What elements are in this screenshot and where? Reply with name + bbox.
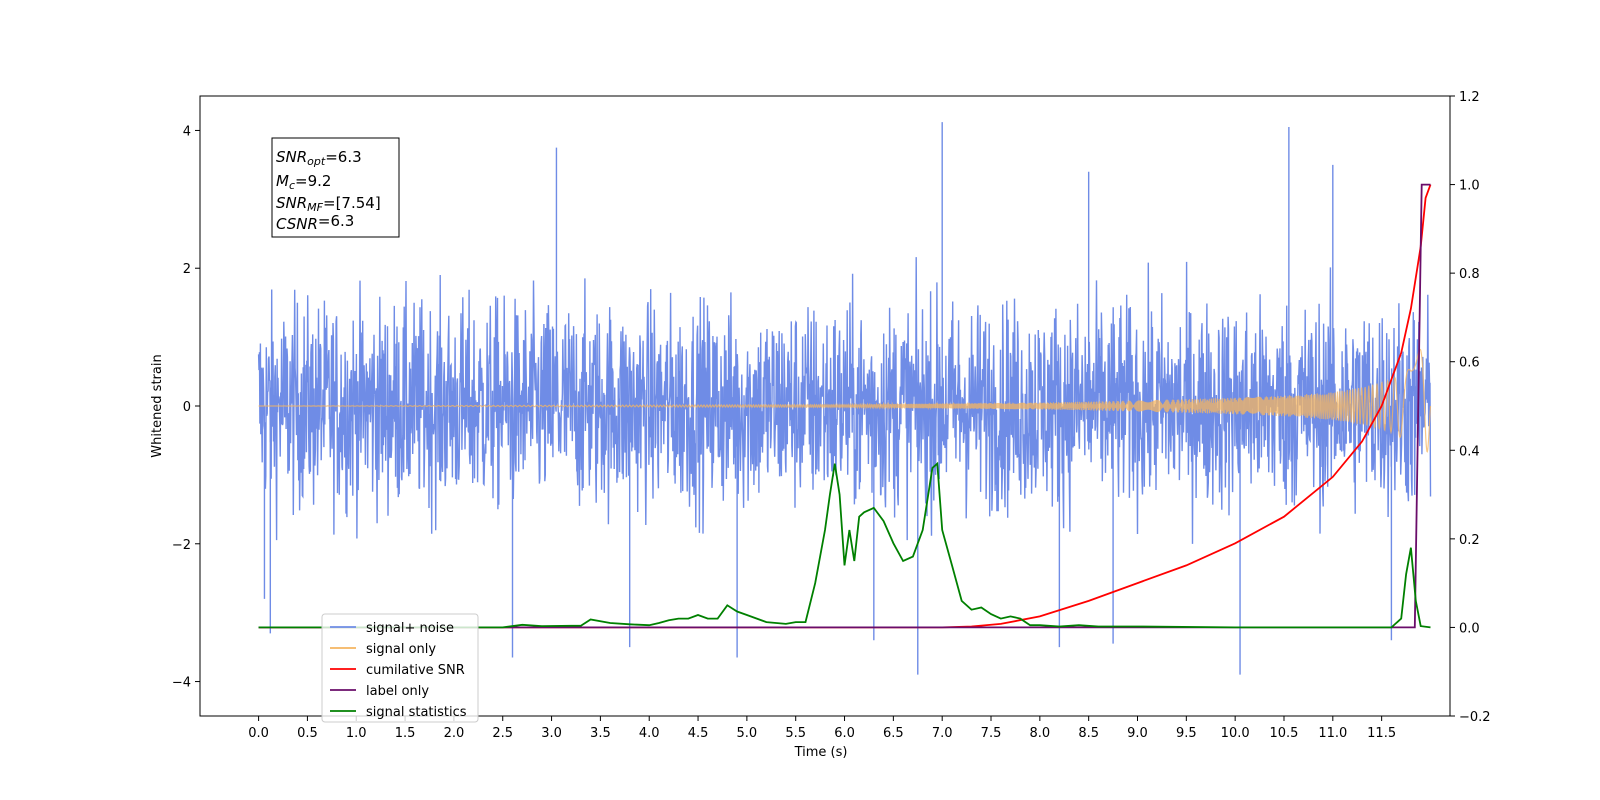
- annotation-snr-mf: SNRMF=[7.54]: [276, 194, 381, 214]
- x-tick-label: 5.5: [785, 726, 806, 741]
- plot-series-layer: [257, 122, 1432, 675]
- anno-sub: opt: [307, 155, 326, 168]
- anno-label: SNR: [276, 148, 307, 166]
- legend-frame: [321, 613, 479, 723]
- anno-value: =6.3: [318, 212, 354, 230]
- left-y-tick-label: 4: [183, 124, 191, 139]
- x-tick-label: 11.5: [1367, 726, 1396, 741]
- x-tick-label: 0.5: [297, 726, 318, 741]
- right-y-tick-label: 0.2: [1459, 533, 1480, 548]
- right-y-tick-label: 0.6: [1459, 356, 1480, 371]
- anno-value: =[7.54]: [323, 194, 381, 212]
- x-tick-label: 10.0: [1221, 726, 1250, 741]
- x-tick-label: 6.5: [883, 726, 904, 741]
- left-y-tick-label: 0: [183, 400, 191, 415]
- annotation-frame: [271, 137, 400, 238]
- x-tick-label: 11.0: [1318, 726, 1347, 741]
- anno-label: SNR: [276, 194, 307, 212]
- legend-entries: signal+ noise signal only cumilative SNR la…: [330, 621, 467, 720]
- annotation-csnr: CSNR=6.3: [276, 212, 354, 233]
- left-y-tick-label: −2: [172, 538, 191, 553]
- x-tick-label: 6.0: [834, 726, 855, 741]
- right-y-tick-label: −0.2: [1459, 710, 1491, 725]
- annotation-snr-opt: SNRopt=6.3: [276, 148, 362, 168]
- right-y-tick-label: 0.8: [1459, 267, 1480, 282]
- x-tick-label: 7.5: [981, 726, 1002, 741]
- legend-label: label only: [366, 684, 429, 699]
- anno-label: CSNR: [276, 215, 318, 233]
- y-axis-label: Whitened strain: [150, 354, 165, 457]
- legend-label: signal only: [366, 642, 436, 657]
- x-tick-label: 4.5: [688, 726, 709, 741]
- left-y-tick-label: 2: [183, 262, 191, 277]
- x-tick-label: 3.0: [541, 726, 562, 741]
- series-signal-noise-line: [257, 257, 1432, 544]
- x-tick-label: 9.0: [1127, 726, 1148, 741]
- legend-label: signal+ noise: [366, 621, 454, 636]
- anno-sub: MF: [307, 201, 323, 214]
- anno-sub: c: [289, 179, 295, 192]
- right-y-tick-label: 0.0: [1459, 621, 1480, 636]
- series-cumulative-snr-line: [258, 184, 1432, 629]
- series-signal-statistics-line: [258, 461, 1431, 629]
- x-tick-label: 9.5: [1176, 726, 1197, 741]
- x-tick-label: 4.0: [639, 726, 660, 741]
- x-tick-label: 1.0: [346, 726, 367, 741]
- legend-label: cumilative SNR: [366, 663, 465, 678]
- annotation-mc: Mc=9.2: [276, 172, 331, 192]
- x-tick-label: 1.5: [395, 726, 416, 741]
- x-tick-label: 10.5: [1270, 726, 1299, 741]
- right-y-tick-label: 0.4: [1459, 444, 1480, 459]
- x-tick-label: 7.0: [932, 726, 953, 741]
- right-y-tick-label: 1.0: [1459, 179, 1480, 194]
- legend-label: signal statistics: [366, 705, 467, 720]
- x-tick-label: 0.0: [248, 726, 269, 741]
- x-tick-label: 5.0: [737, 726, 758, 741]
- annotation-box: SNRopt=6.3 Mc=9.2 SNRMF=[7.54] CSNR=6.3: [271, 137, 400, 238]
- left-y-axis-ticks: −4 −2 0 2 4: [172, 124, 200, 691]
- x-tick-label: 2.0: [444, 726, 465, 741]
- right-y-tick-label: 1.2: [1459, 90, 1480, 105]
- x-axis-ticks: 0.0 0.5 1.0 1.5 2.0 2.5 3.0 3.5 4.0 4.5 5.0 5.5 6.0 6…: [248, 716, 1396, 741]
- anno-value: =6.3: [325, 148, 361, 166]
- x-tick-label: 3.5: [590, 726, 611, 741]
- anno-value: =9.2: [295, 172, 331, 190]
- x-tick-label: 8.5: [1078, 726, 1099, 741]
- left-y-tick-label: −4: [172, 676, 191, 691]
- series-label-only-line: [258, 183, 1431, 629]
- right-y-axis-ticks: −0.2 0.0 0.2 0.4 0.6 0.8 1.0 1.2: [1450, 90, 1491, 725]
- x-tick-label: 2.5: [492, 726, 513, 741]
- x-axis-label: Time (s): [794, 745, 848, 760]
- legend: signal+ noise signal only cumilative SNR la…: [321, 613, 479, 723]
- series-signal-only-line: [258, 348, 1432, 453]
- x-tick-label: 8.0: [1030, 726, 1051, 741]
- anno-label: M: [276, 172, 289, 190]
